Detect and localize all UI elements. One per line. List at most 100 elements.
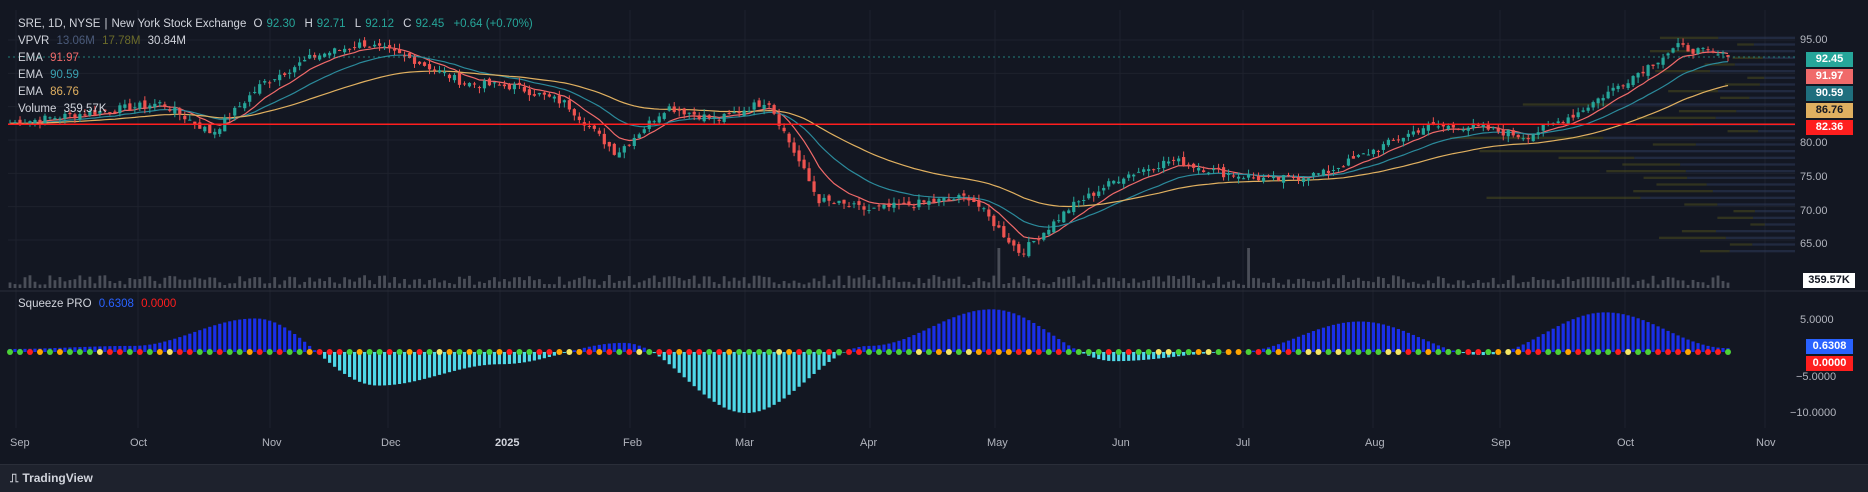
- squeeze-bar: [1592, 313, 1595, 352]
- volume-bar: [278, 285, 281, 288]
- candle-body: [1172, 160, 1175, 161]
- volume-bar: [298, 285, 301, 288]
- squeeze-bar: [1597, 313, 1600, 352]
- hline-price-tag[interactable]: 82.36: [1806, 120, 1853, 135]
- volume-legend[interactable]: Volume 359.57K: [18, 102, 110, 116]
- volume-bar: [1647, 284, 1650, 288]
- squeeze-bar: [293, 334, 296, 352]
- candle-body: [1162, 161, 1165, 168]
- candle-body: [1317, 173, 1320, 174]
- vpvr-row-down: [1606, 170, 1686, 172]
- volume-bar: [848, 276, 851, 288]
- candle-body: [1492, 127, 1495, 128]
- volume-bar: [1452, 285, 1455, 288]
- volume-bar: [1522, 282, 1525, 288]
- squeeze-bar: [423, 352, 426, 379]
- candle-body: [1207, 173, 1210, 174]
- candle-body: [233, 108, 236, 116]
- volume-bar: [623, 281, 626, 288]
- candle-body: [423, 62, 426, 66]
- squeeze-dot: [1276, 349, 1282, 355]
- ema2-legend[interactable]: EMA 90.59: [18, 68, 83, 82]
- squeeze-dot: [636, 349, 642, 355]
- squeeze-dot: [277, 349, 283, 355]
- squeeze-dot: [766, 349, 772, 355]
- squeeze-dot: [27, 349, 33, 355]
- squeeze-bar: [388, 352, 391, 385]
- squeeze-dot: [496, 349, 502, 355]
- candle-body: [1092, 193, 1095, 196]
- ema1-legend[interactable]: EMA 91.97: [18, 51, 83, 65]
- candle-body: [1612, 88, 1615, 91]
- volume-bar: [1017, 283, 1020, 288]
- volume-bar: [1702, 282, 1705, 288]
- volume-bar: [997, 248, 1000, 288]
- candle-body: [1457, 129, 1460, 130]
- squeeze-dot: [1056, 349, 1062, 355]
- squeeze-bar: [93, 347, 96, 352]
- candle-body: [1651, 65, 1654, 66]
- squeeze-bar: [198, 330, 201, 352]
- squeeze-dot: [1226, 349, 1232, 355]
- vpvr-row-up: [1634, 157, 1795, 159]
- squeeze-bar: [63, 348, 66, 352]
- squeeze-bar: [1007, 312, 1010, 352]
- volume-bar: [1492, 278, 1495, 288]
- squeeze-bar: [583, 348, 586, 352]
- close-price-tag: 92.45: [1806, 52, 1853, 67]
- squeeze-bar: [932, 326, 935, 352]
- candle-body: [543, 93, 546, 95]
- ema3-legend[interactable]: EMA 86.76: [18, 85, 83, 99]
- volume-bar: [1152, 276, 1155, 288]
- squeeze-dot: [856, 349, 862, 355]
- tradingview-logo[interactable]: ⎍TradingView: [10, 471, 93, 486]
- squeeze-bar: [698, 352, 701, 390]
- squeeze-dot: [1196, 349, 1202, 355]
- squeeze-bar: [1132, 352, 1135, 361]
- candle-body: [1462, 130, 1465, 131]
- squeeze-dot: [37, 349, 43, 355]
- candle-body: [493, 82, 496, 83]
- squeeze-dot: [536, 349, 542, 355]
- volume-bar: [1562, 279, 1565, 288]
- candle-body: [812, 181, 815, 192]
- squeeze-dot: [17, 349, 23, 355]
- volume-bar: [473, 285, 476, 288]
- volume-bar: [343, 277, 346, 288]
- vpvr-legend[interactable]: VPVR 13.06M 17.78M 30.84M: [18, 34, 190, 48]
- volume-label: Volume: [18, 103, 56, 115]
- squeeze-dot: [546, 349, 552, 355]
- squeeze-dot: [966, 349, 972, 355]
- squeeze-bar: [882, 345, 885, 352]
- squeeze-bar: [448, 352, 451, 372]
- volume-bar: [208, 277, 211, 288]
- volume-bar: [228, 283, 231, 288]
- squeeze-dot: [1445, 349, 1451, 355]
- volume-bar: [1512, 275, 1515, 288]
- low-value: 92.12: [365, 18, 394, 30]
- candle-body: [1602, 98, 1605, 101]
- squeeze-bar: [892, 342, 895, 352]
- squeeze-dot: [197, 349, 203, 355]
- candle-body: [758, 100, 761, 106]
- volume-bar: [1347, 282, 1350, 288]
- squeeze-bar: [1651, 324, 1654, 352]
- candle-body: [1557, 121, 1560, 123]
- symbol-title[interactable]: SRE, 1D, NYSE: [18, 18, 100, 30]
- squeeze-dot: [986, 349, 992, 355]
- candle-body: [1587, 108, 1590, 111]
- squeeze-bar: [513, 352, 516, 364]
- candle-body: [338, 50, 341, 51]
- volume-bar: [54, 280, 57, 288]
- squeeze-bar: [213, 325, 216, 352]
- candle-body: [782, 128, 785, 131]
- squeeze-dot: [337, 349, 343, 355]
- squeeze-legend[interactable]: Squeeze PRO 0.6308 0.0000: [18, 297, 180, 311]
- candle-body: [1297, 177, 1300, 180]
- squeeze-dot: [1256, 349, 1262, 355]
- squeeze-dot: [896, 349, 902, 355]
- candle-body: [538, 93, 541, 94]
- vpvr-row-down: [1737, 43, 1754, 45]
- candle-body: [443, 72, 446, 73]
- volume-bar: [1352, 280, 1355, 288]
